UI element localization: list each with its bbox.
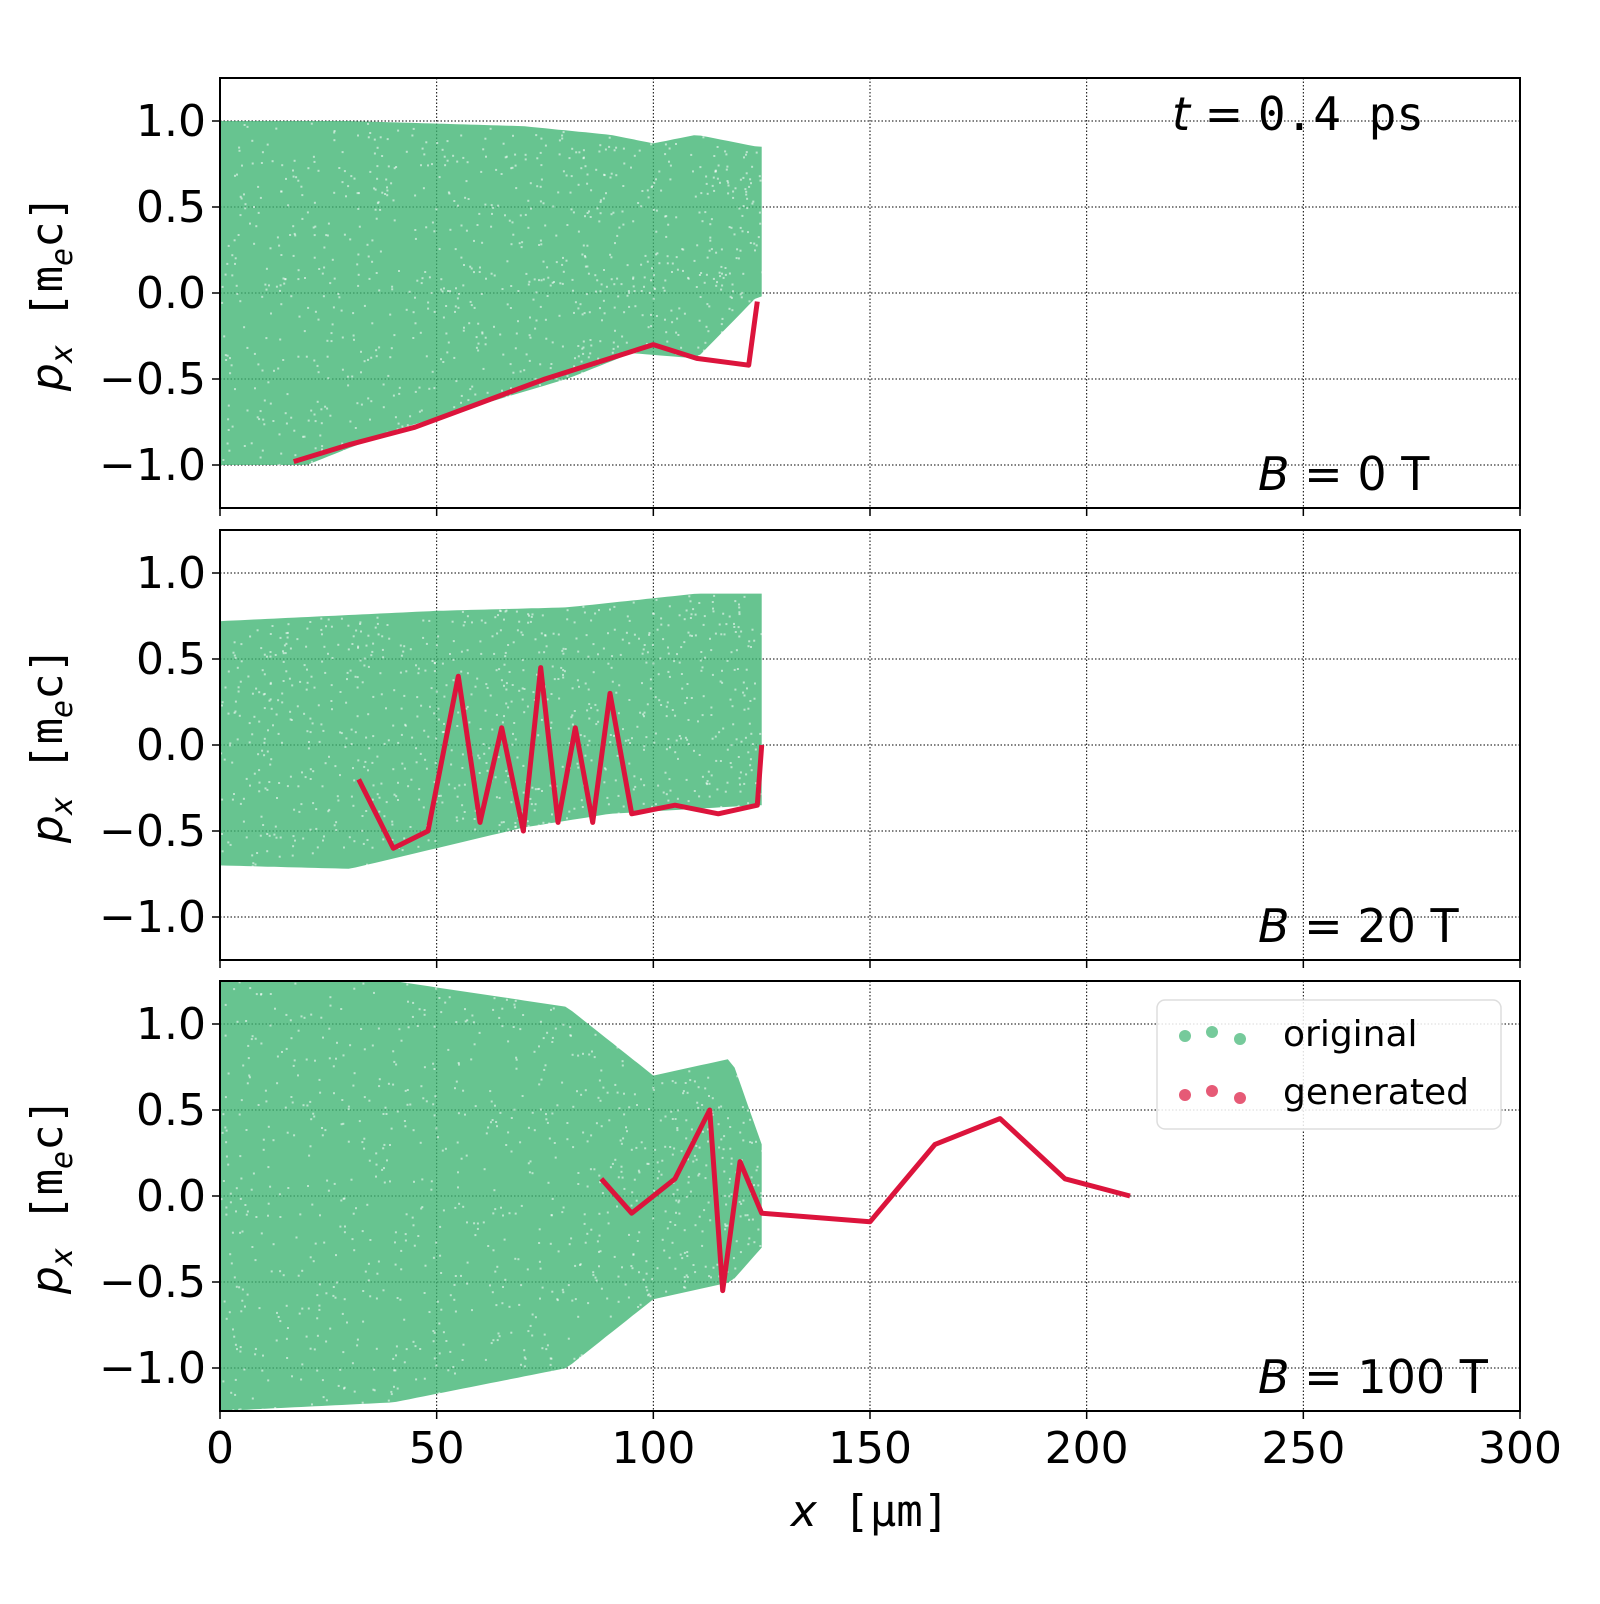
scatter-points-b20: [220, 593, 765, 869]
series-original-band: [220, 981, 762, 1411]
y-tick-label: 0.5: [136, 182, 206, 233]
panel-b20: 1.0 0.5 0.0 −0.5 −1.0 B = 20 T px [mec]: [22, 529, 1521, 968]
y-tick-label: 1.0: [136, 999, 206, 1050]
legend-label-original: original: [1283, 1014, 1418, 1055]
time-annotation: t = 0.4 ps: [1172, 87, 1424, 141]
y-tick-label: −0.5: [99, 354, 206, 405]
panel-label-b20: B = 20 T: [1258, 899, 1460, 953]
x-tick-label: 0: [206, 1423, 234, 1474]
series-generated-curve: [599, 1107, 1131, 1294]
y-axis-label-b20: px [mec]: [22, 647, 80, 844]
y-tick-label: 1.0: [136, 96, 206, 147]
panel-label-b100: B = 100 T: [1258, 1350, 1489, 1404]
series-original-band: [220, 593, 762, 869]
series-generated-curve: [356, 665, 765, 851]
legend: original generated: [1156, 999, 1502, 1130]
series-original-speckle: [220, 981, 764, 1411]
x-tick-label: 250: [1261, 1423, 1345, 1474]
ticks-panel-b20: 1.0 0.5 0.0 −0.5 −1.0: [99, 548, 1521, 968]
series-original-speckle: [221, 122, 764, 467]
x-tick-label: 100: [611, 1423, 695, 1474]
y-axis-label-b0: px [mec]: [22, 195, 80, 392]
y-tick-label: 0.0: [136, 720, 206, 771]
y-tick-label: 0.0: [136, 268, 206, 319]
x-axis-label: x [μm]: [789, 1486, 950, 1537]
x-tick-label: 150: [828, 1423, 912, 1474]
series-generated-curve: [292, 301, 760, 464]
y-tick-label: 0.0: [136, 1171, 206, 1222]
series-original-band: [220, 121, 762, 465]
y-tick-label: −1.0: [99, 1343, 206, 1394]
panel-b0: 1.0 0.5 0.0 −0.5 −1.0 t = 0.4 ps B = 0 T px …: [22, 77, 1521, 516]
x-tick-label: 200: [1045, 1423, 1129, 1474]
y-tick-label: 0.5: [136, 634, 206, 685]
legend-label-generated: generated: [1283, 1072, 1469, 1113]
ticks-panel-b100: 1.0 0.5 0.0 −0.5 −1.00 50 100 150 200 250 300: [99, 999, 1562, 1474]
legend-marker-generated: [1179, 1085, 1246, 1104]
panel-b100: 1.0 0.5 0.0 −0.5 −1.00 50 100 150 200 250 300 B = …: [22, 980, 1562, 1474]
y-tick-label: 0.5: [136, 1085, 206, 1136]
x-tick-label: 50: [409, 1423, 465, 1474]
legend-marker-original: [1179, 1026, 1246, 1045]
y-tick-label: −1.0: [99, 892, 206, 943]
panel-label-b0: B = 0 T: [1258, 447, 1430, 501]
scatter-points-b100: [220, 981, 1131, 1411]
y-tick-label: −0.5: [99, 806, 206, 857]
y-tick-label: 1.0: [136, 548, 206, 599]
ticks-panel-b0: 1.0 0.5 0.0 −0.5 −1.0: [99, 96, 1521, 516]
y-axis-label-b100: px [mec]: [22, 1098, 80, 1295]
x-tick-label: 300: [1478, 1423, 1562, 1474]
y-tick-label: −1.0: [99, 440, 206, 491]
y-tick-label: −0.5: [99, 1257, 206, 1308]
scatter-points-b0: [220, 121, 764, 467]
